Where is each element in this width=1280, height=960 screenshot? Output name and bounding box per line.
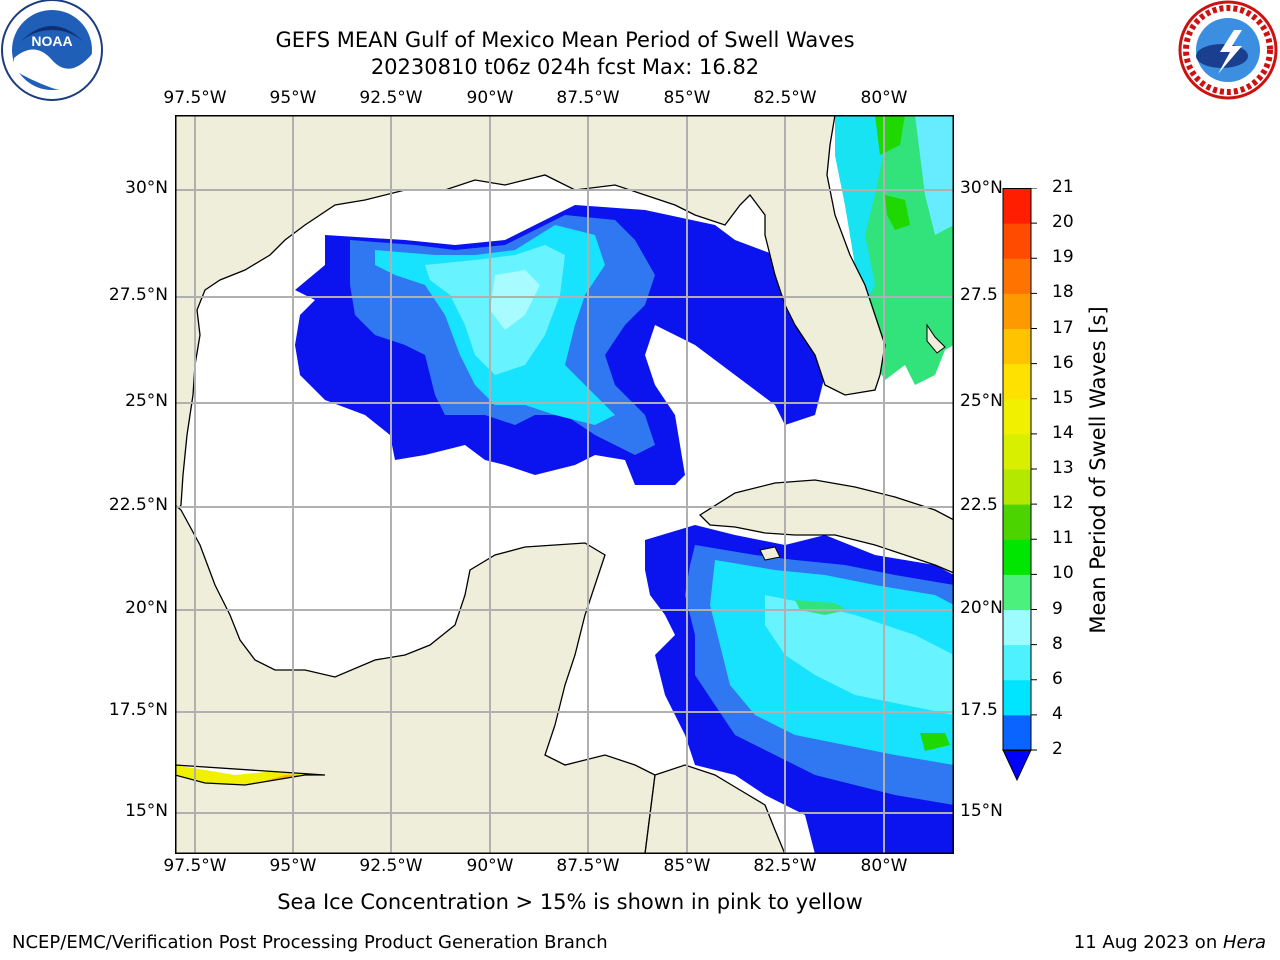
colorbar-tick-label: 13 <box>1052 458 1074 478</box>
lon-tick-top: 82.5°W <box>753 88 817 108</box>
colorbar <box>1002 188 1037 782</box>
lon-tick-bottom: 85°W <box>663 856 711 876</box>
lat-tick-left: 27.5°N <box>108 285 168 305</box>
lon-tick-bottom: 90°W <box>466 856 514 876</box>
footer-date-text: 11 Aug 2023 on <box>1073 932 1223 953</box>
lat-tick-left: 30°N <box>125 178 168 198</box>
colorbar-segment <box>1003 398 1031 435</box>
lat-tick-right: 17.5 <box>960 700 998 720</box>
lat-tick-right: 20°N <box>960 598 1003 618</box>
footer-host: Hera <box>1222 932 1266 953</box>
colorbar-segment <box>1003 258 1031 294</box>
lon-tick-top: 92.5°W <box>359 88 423 108</box>
lon-tick-top: 90°W <box>466 88 514 108</box>
colorbar-segment <box>1003 714 1031 751</box>
colorbar-tick-label: 4 <box>1052 703 1063 724</box>
colorbar-tick-label: 11 <box>1052 528 1074 549</box>
colorbar-segment <box>1003 328 1031 365</box>
colorbar-tick-label: 8 <box>1052 633 1063 654</box>
lon-tick-bottom: 97.5°W <box>163 856 227 876</box>
lon-tick-top: 87.5°W <box>556 88 620 108</box>
colorbar-segment <box>1003 504 1031 540</box>
lon-tick-bottom: 82.5°W <box>753 856 817 876</box>
lon-tick-bottom: 95°W <box>269 856 317 876</box>
graticule <box>175 115 954 854</box>
colorbar-segment <box>1003 609 1031 646</box>
colorbar-tick-label: 14 <box>1052 422 1074 443</box>
colorbar-tick-label: 9 <box>1052 598 1063 619</box>
chart-subtitle: 20230810 t06z 024h fcst Max: 16.82 <box>370 55 760 79</box>
lat-tick-right: 22.5 <box>960 495 998 515</box>
lon-tick-top: 97.5°W <box>163 88 227 108</box>
land-isla-juventud <box>759 546 781 561</box>
colorbar-tick-label: 16 <box>1052 352 1074 373</box>
lat-tick-left: 17.5°N <box>108 700 168 720</box>
nws-logo-icon <box>1178 0 1278 100</box>
colorbar-segment <box>1003 469 1031 505</box>
footer-date: 11 Aug 2023 on Hera <box>1074 932 1266 953</box>
noaa-logo-icon: NOAA <box>1 0 103 101</box>
svg-text:NOAA: NOAA <box>31 33 72 49</box>
colorbar-tick-label: 20 <box>1052 212 1074 233</box>
sea-ice-note: Sea Ice Concentration > 15% is shown in … <box>277 890 863 914</box>
colorbar-segment <box>1003 293 1031 329</box>
lat-tick-right: 25°N <box>960 391 1003 411</box>
footer-credit: NCEP/EMC/Verification Post Processing Pr… <box>12 932 608 953</box>
lon-tick-bottom: 87.5°W <box>556 856 620 876</box>
lat-tick-right: 15°N <box>960 801 1003 821</box>
colorbar-segment <box>1003 433 1031 470</box>
colorbar-segment <box>1003 644 1031 681</box>
swell-field-atlantic <box>835 115 954 385</box>
colorbar-tick-label: 6 <box>1052 668 1063 689</box>
chart-title: GEFS MEAN Gulf of Mexico Mean Period of … <box>275 28 855 52</box>
colorbar-segment <box>1003 574 1031 610</box>
map-frame <box>175 115 954 854</box>
land-mexico <box>175 504 656 854</box>
lon-tick-top: 80°W <box>860 88 908 108</box>
colorbar-segment <box>1003 363 1031 400</box>
colorbar-tick-label: 10 <box>1052 563 1074 584</box>
lat-tick-left: 25°N <box>125 391 168 411</box>
lat-tick-right: 27.5 <box>960 285 998 305</box>
land-cuba <box>698 479 954 574</box>
lon-tick-top: 85°W <box>663 88 711 108</box>
colorbar-segment <box>1003 679 1031 716</box>
lon-tick-bottom: 92.5°W <box>359 856 423 876</box>
colorbar-label: Mean Period of Swell Waves [s] <box>1086 306 1110 634</box>
lat-tick-right: 30°N <box>960 178 1003 198</box>
colorbar-tick-label: 17 <box>1052 317 1074 338</box>
colorbar-tick-label: 21 <box>1052 177 1074 197</box>
colorbar-tick-label: 12 <box>1052 493 1074 514</box>
colorbar-tick-label: 15 <box>1052 387 1074 408</box>
colorbar-tick-label: 18 <box>1052 282 1074 303</box>
lat-tick-left: 22.5°N <box>108 495 168 515</box>
lon-tick-bottom: 80°W <box>860 856 908 876</box>
lat-tick-left: 15°N <box>125 801 168 821</box>
colorbar-tick-label: 2 <box>1052 739 1063 759</box>
colorbar-extend-arrow <box>1002 749 1032 782</box>
lon-tick-top: 95°W <box>269 88 317 108</box>
colorbar-segment <box>1003 188 1031 224</box>
colorbar-segment <box>1003 539 1031 575</box>
swell-field-gulf <box>295 205 825 485</box>
map-plot <box>175 115 954 854</box>
land-central-america <box>644 764 786 854</box>
colorbar-segment <box>1003 223 1031 259</box>
colorbar-tick-label: 19 <box>1052 247 1074 268</box>
lat-tick-left: 20°N <box>125 598 168 618</box>
land-bahamas <box>926 323 946 354</box>
